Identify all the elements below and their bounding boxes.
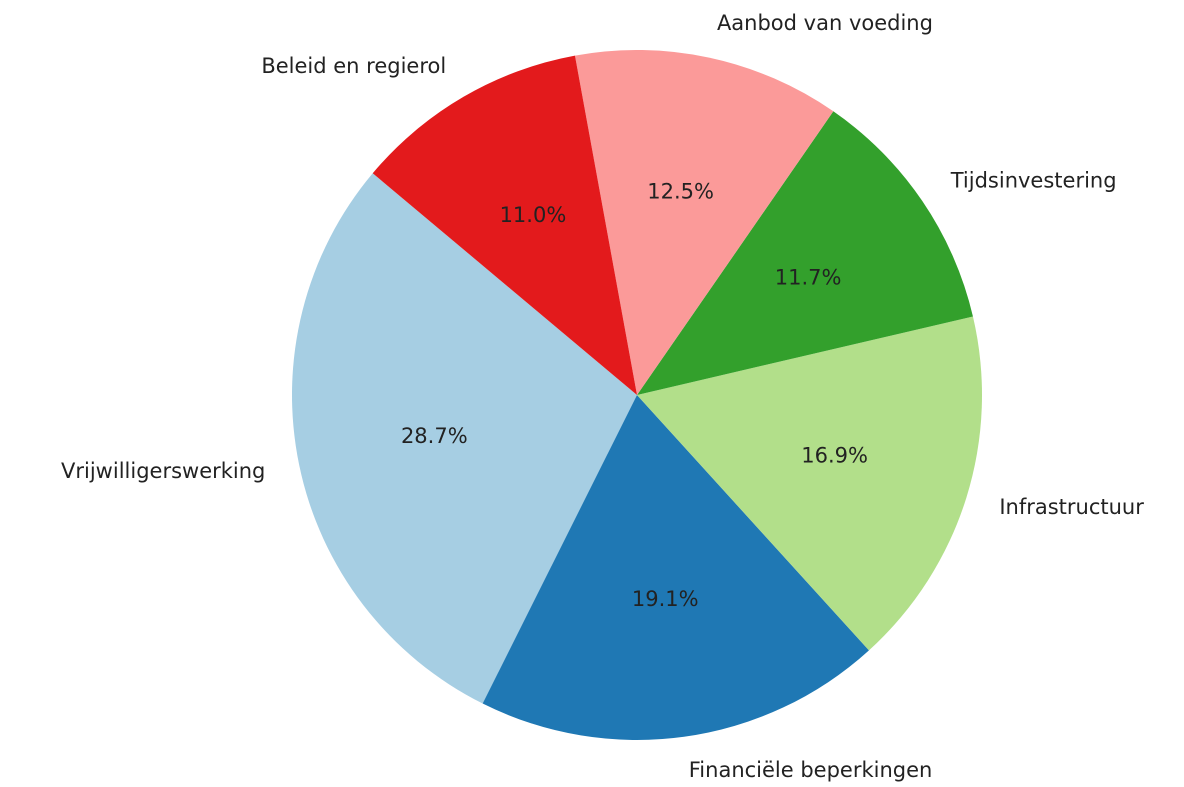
category-label: Financiële beperkingen [689,758,933,782]
pie-slice [372,55,637,395]
category-label: Aanbod van voeding [717,11,933,35]
pie-slice [574,49,834,395]
pie-slice [292,173,637,704]
value-label: 28.7% [401,424,468,448]
category-label: Beleid en regierol [261,54,446,78]
pie-slice [637,316,983,651]
value-label: 11.0% [500,203,567,227]
value-label: 16.9% [801,444,868,468]
pie-slice [637,111,973,396]
category-label: Tijdsinvestering [950,169,1117,193]
category-label: Infrastructuur [999,495,1144,519]
value-label: 11.7% [775,266,842,290]
value-label: 19.1% [632,587,699,611]
category-label: Vrijwilligerswerking [61,459,265,483]
value-label: 12.5% [647,180,714,204]
pie-slice [482,395,869,740]
